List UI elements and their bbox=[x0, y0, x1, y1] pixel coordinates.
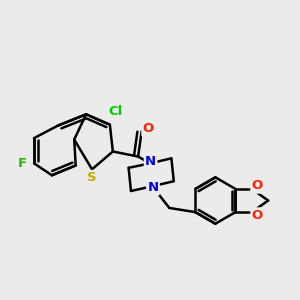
Text: Cl: Cl bbox=[109, 105, 123, 118]
Text: S: S bbox=[87, 171, 97, 184]
Text: F: F bbox=[18, 157, 27, 170]
Text: O: O bbox=[251, 179, 263, 193]
Text: O: O bbox=[251, 208, 263, 222]
Text: N: N bbox=[147, 181, 158, 194]
Text: O: O bbox=[142, 122, 154, 135]
Text: N: N bbox=[145, 155, 156, 168]
